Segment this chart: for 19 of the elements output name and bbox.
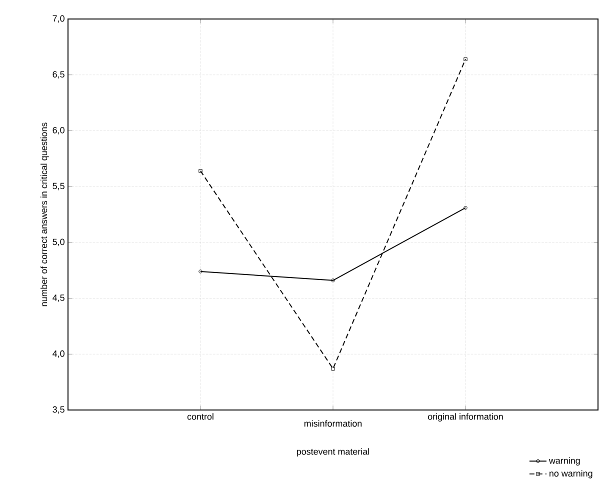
y-tick-label: 7,0 [52,15,64,23]
y-tick-label: 5,0 [52,238,64,246]
point [464,57,468,62]
x-tick-label: original information [428,413,503,422]
y-axis-title: number of correct answers in critical questions [40,122,49,306]
y-tick-label: 6,5 [52,71,64,79]
x-axis-title: postevent material [296,448,370,456]
y-tick-label: 3,5 [52,406,64,414]
legend-label: warning [548,457,580,466]
point [331,366,335,371]
x-tick-label: misinformation [304,420,362,427]
y-tick-label: 6,0 [52,127,64,134]
y-tick-label: 4,5 [52,294,64,302]
legend-label: no warning [550,470,592,478]
point [198,169,202,173]
y-tick-label: 5,5 [52,182,64,190]
y-tick-label: 4,0 [52,350,64,358]
x-tick-label: control [187,413,214,420]
point [331,278,335,282]
